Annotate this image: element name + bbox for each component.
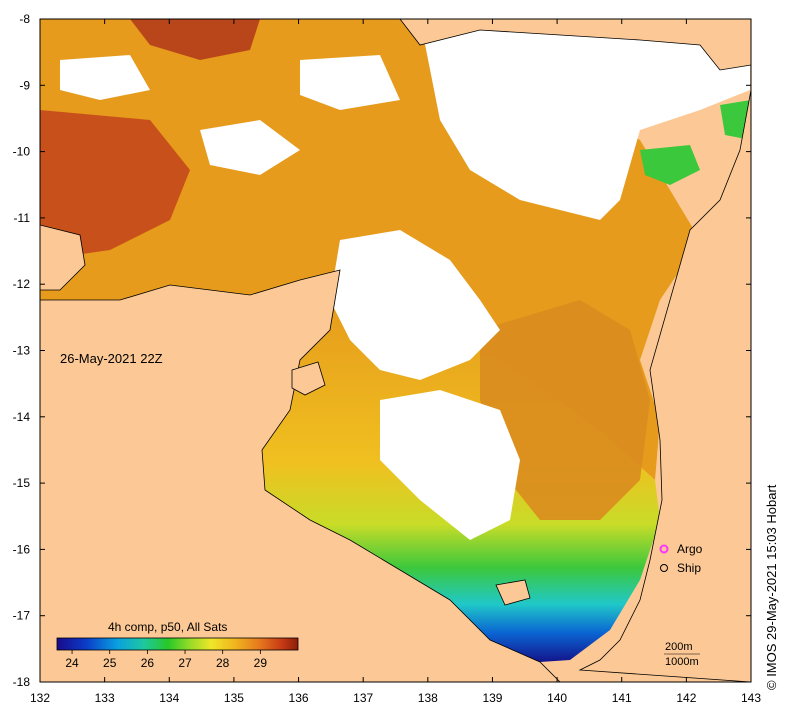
marker-legend: Argo Ship bbox=[659, 542, 703, 575]
x-tick-label: 136 bbox=[289, 691, 309, 705]
x-tick-label: 135 bbox=[224, 691, 244, 705]
y-tick-label: -10 bbox=[13, 145, 31, 159]
x-tick-label: 138 bbox=[418, 691, 438, 705]
x-tick-label: 134 bbox=[159, 691, 179, 705]
y-tick-label: -16 bbox=[13, 542, 31, 556]
groote-eylandt bbox=[291, 361, 326, 396]
x-tick-label: 142 bbox=[676, 691, 696, 705]
colorbar-tick-label: 29 bbox=[254, 656, 268, 670]
colorbar-tick-label: 26 bbox=[141, 656, 155, 670]
wellesley-islands bbox=[495, 579, 531, 606]
ship-legend-label: Ship bbox=[677, 561, 701, 575]
new-guinea-land bbox=[399, 19, 751, 71]
northern-territory-land bbox=[40, 269, 561, 682]
timestamp-label: 26-May-2021 22Z bbox=[60, 351, 163, 366]
y-tick-label: -14 bbox=[13, 410, 31, 424]
isobath-1000m-label: 1000m bbox=[665, 656, 699, 668]
x-tick-label: 139 bbox=[482, 691, 502, 705]
copyright-credit: © IMOS 29-May-2021 15:03 Hobart bbox=[764, 484, 779, 690]
x-tick-label: 141 bbox=[612, 691, 632, 705]
y-tick-label: -18 bbox=[13, 675, 31, 689]
colorbar-tick-label: 24 bbox=[65, 656, 79, 670]
y-tick-label: -17 bbox=[13, 609, 31, 623]
x-tick-label: 140 bbox=[547, 691, 567, 705]
x-tick-label: 132 bbox=[30, 691, 50, 705]
cloud-patch-a bbox=[200, 120, 300, 175]
y-tick-label: -13 bbox=[13, 344, 31, 358]
y-tick-label: -11 bbox=[14, 211, 31, 225]
coastal-land-west bbox=[40, 224, 86, 291]
cloud-patch-b bbox=[60, 55, 150, 100]
isobath-legend: 200m 1000m bbox=[664, 641, 700, 668]
colorbar: 4h comp, p50, All Sats 24 25 26 27 28 29 bbox=[56, 620, 299, 670]
cloud-mask-central-gulf bbox=[380, 390, 520, 540]
y-axis: -8 -9 -10 -11 -12 -13 -14 -15 -16 -17 -18 bbox=[13, 12, 751, 689]
cool-patch-northeast bbox=[720, 100, 751, 140]
cloud-mask-north bbox=[420, 19, 750, 220]
colorbar-gradient bbox=[56, 637, 299, 651]
warm-patch-north bbox=[130, 19, 260, 60]
argo-marker-icon bbox=[659, 544, 669, 554]
colorbar-ticks: 24 25 26 27 28 29 bbox=[65, 650, 267, 670]
colorbar-title: 4h comp, p50, All Sats bbox=[108, 620, 227, 634]
cloud-mask-west-gulf bbox=[330, 230, 500, 380]
x-tick-label: 143 bbox=[741, 691, 761, 705]
x-tick-label: 133 bbox=[95, 691, 115, 705]
colorbar-tick-label: 28 bbox=[216, 656, 230, 670]
argo-legend-label: Argo bbox=[677, 542, 703, 556]
x-tick-label: 137 bbox=[353, 691, 373, 705]
y-tick-label: -12 bbox=[13, 277, 31, 291]
gulf-warm-core bbox=[480, 300, 650, 520]
cloud-patch-c bbox=[300, 55, 400, 110]
colorbar-tick-label: 27 bbox=[178, 656, 192, 670]
y-tick-label: -8 bbox=[19, 12, 30, 26]
isobath-200m-label: 200m bbox=[665, 641, 693, 653]
y-tick-label: -9 bbox=[19, 78, 30, 92]
warm-patch-west bbox=[40, 110, 190, 260]
y-tick-label: -15 bbox=[13, 476, 31, 490]
x-axis: 132 133 134 135 136 137 138 139 140 141 142 143 bbox=[30, 19, 761, 705]
ship-marker-icon bbox=[660, 564, 668, 572]
cape-york-land bbox=[578, 89, 751, 682]
cool-patch-east bbox=[640, 145, 700, 185]
colorbar-tick-label: 25 bbox=[103, 656, 117, 670]
